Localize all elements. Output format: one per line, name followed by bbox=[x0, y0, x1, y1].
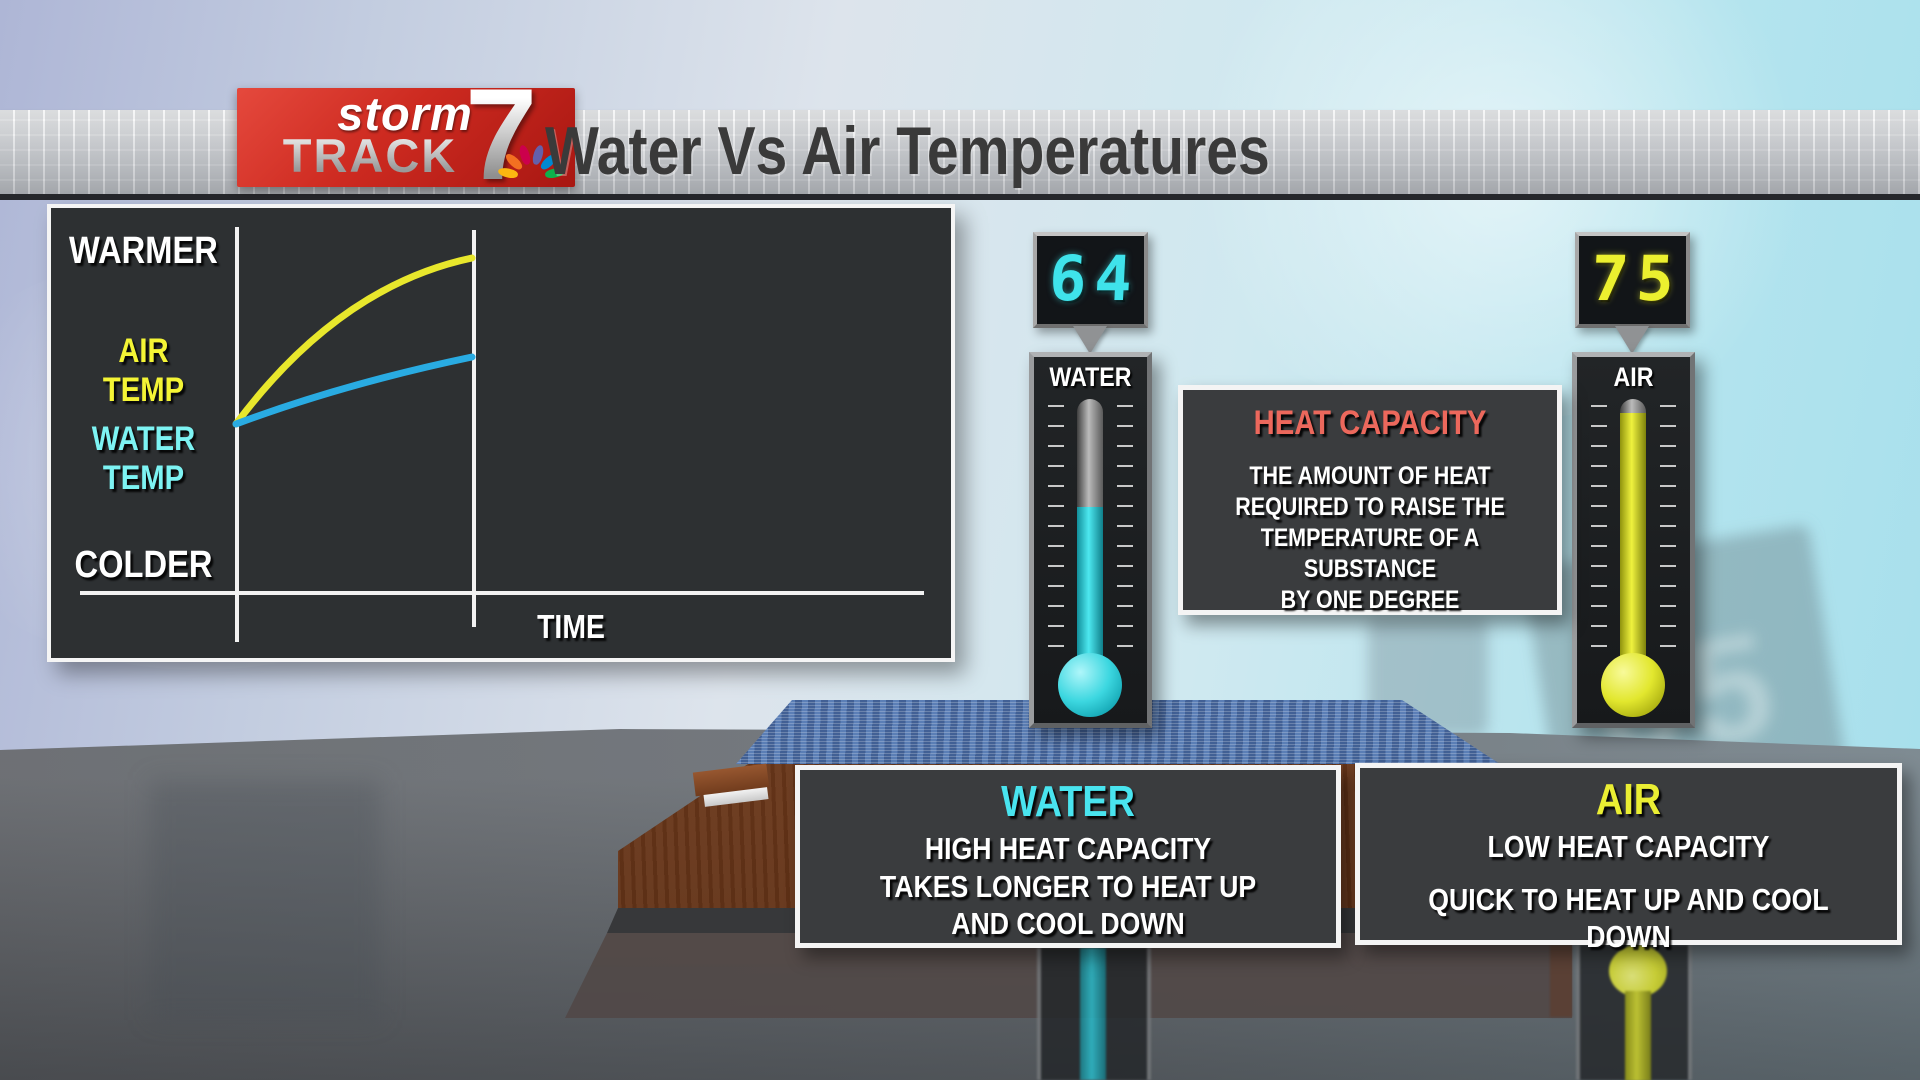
logo-word-storm: storm bbox=[337, 87, 473, 140]
thermometer-liquid-water bbox=[1077, 507, 1103, 657]
heat-capacity-title: HEAT CAPACITY bbox=[1253, 404, 1487, 442]
water-caption-line1: HIGH HEAT CAPACITY bbox=[924, 831, 1212, 866]
temperature-chart: WARMER AIR TEMP WATER TEMP COLDER TIME bbox=[47, 204, 955, 662]
thermometer-tube-empty bbox=[1620, 399, 1646, 413]
table-reflection bbox=[1550, 945, 1572, 1017]
thermometer-ticks bbox=[1591, 405, 1607, 649]
air-display-pointer bbox=[1615, 326, 1649, 354]
water-caption-line2: TAKES LONGER TO HEAT UP AND COOL DOWN bbox=[879, 869, 1257, 941]
air-caption-title: AIR bbox=[1595, 775, 1662, 824]
water-temp-curve bbox=[232, 353, 476, 428]
thermometer-ticks bbox=[1048, 405, 1064, 649]
thermometer-bulb-water bbox=[1058, 653, 1122, 717]
water-thermometer-reflection bbox=[1037, 948, 1151, 1080]
air-caption-box: AIR LOW HEAT CAPACITY QUICK TO HEAT UP A… bbox=[1355, 763, 1902, 954]
air-temp-display: 75 bbox=[1575, 232, 1690, 328]
chart-label-time: TIME bbox=[537, 608, 605, 645]
water-thermometer-label: WATER bbox=[1049, 362, 1132, 392]
air-thermometer-label: AIR bbox=[1613, 362, 1654, 392]
logo-word-track: TRACK bbox=[255, 128, 485, 183]
water-temp-display: 64 bbox=[1033, 232, 1148, 328]
air-temp-reading: 75 bbox=[1589, 242, 1684, 315]
sky-highlight bbox=[1150, 0, 1850, 420]
chart-y-axis bbox=[235, 227, 239, 642]
chart-label-warmer: WARMER bbox=[69, 230, 218, 272]
air-thermometer: AIR bbox=[1572, 352, 1695, 728]
thermometer-liquid-air bbox=[1620, 413, 1646, 657]
water-temp-reading: 64 bbox=[1047, 242, 1142, 315]
air-thermometer-reflection bbox=[1576, 945, 1692, 1080]
thermometer-bulb-air bbox=[1601, 653, 1665, 717]
floor-shadow bbox=[150, 780, 380, 1020]
air-caption-line2: QUICK TO HEAT UP AND COOL DOWN bbox=[1428, 882, 1829, 954]
banner-underline bbox=[0, 194, 1920, 200]
chart-vertical-gridline bbox=[472, 230, 476, 627]
heat-capacity-body: THE AMOUNT OF HEAT REQUIRED TO RAISE THE… bbox=[1235, 462, 1505, 614]
air-caption-line1: LOW HEAT CAPACITY bbox=[1487, 829, 1770, 864]
logo-number-7: 7 bbox=[465, 61, 538, 207]
thermometer-ticks bbox=[1117, 405, 1133, 649]
page-title: Water Vs Air Temperatures bbox=[545, 113, 1270, 189]
water-caption-box: WATER HIGH HEAT CAPACITY TAKES LONGER TO… bbox=[795, 765, 1341, 948]
water-thermometer: WATER bbox=[1029, 352, 1152, 728]
chart-legend-water-temp: WATER TEMP bbox=[91, 420, 196, 497]
chart-curves bbox=[232, 254, 476, 428]
thermometer-tube-empty bbox=[1077, 399, 1103, 507]
thermometer-ticks bbox=[1660, 405, 1676, 649]
water-display-pointer bbox=[1073, 326, 1107, 354]
air-temp-curve bbox=[232, 254, 476, 428]
storm-track-7-logo: storm TRACK 7 bbox=[237, 69, 575, 199]
chart-x-axis bbox=[80, 591, 924, 595]
chart-legend-air-temp: AIR TEMP bbox=[102, 332, 185, 409]
chart-label-colder: COLDER bbox=[74, 544, 213, 586]
heat-capacity-definition-box: HEAT CAPACITY THE AMOUNT OF HEAT REQUIRE… bbox=[1178, 385, 1562, 615]
water-caption-title: WATER bbox=[1001, 777, 1135, 826]
